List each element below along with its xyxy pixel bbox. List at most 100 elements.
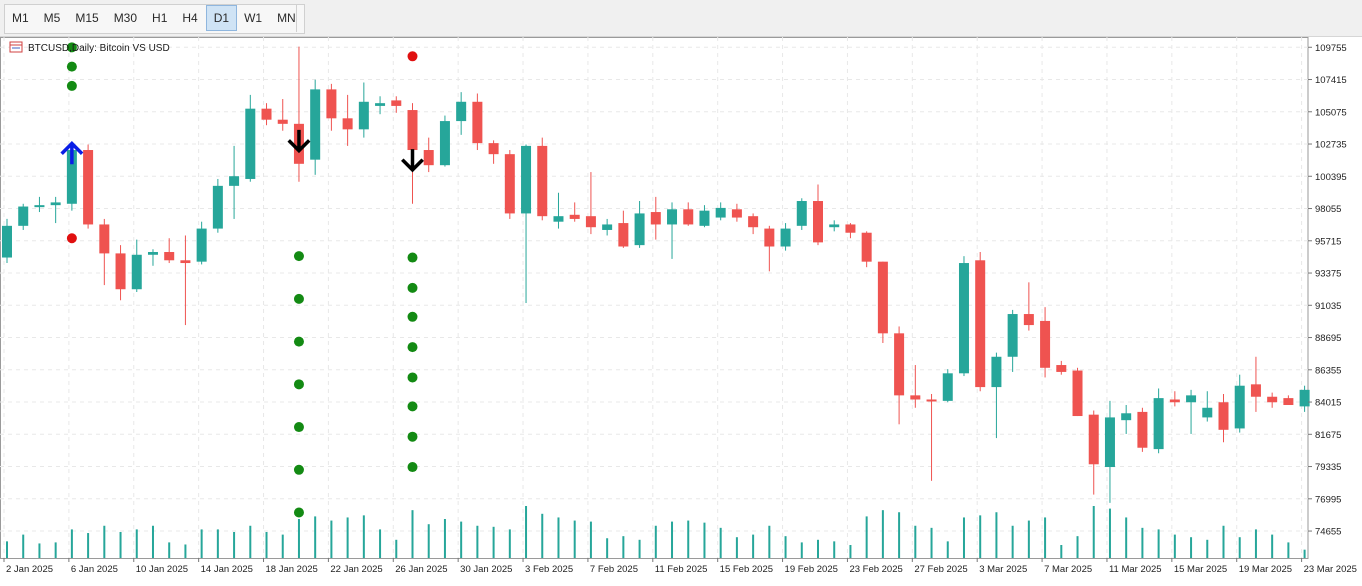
indicator-dot [407, 462, 418, 473]
candle-body [569, 214, 580, 219]
candlestick-chart[interactable]: BTCUSD,Daily: Bitcoin VS USD 109755 10741… [0, 37, 1362, 581]
time-tick-label: 23 Feb 2025 [849, 564, 902, 575]
timeframe-button-m1[interactable]: M1 [12, 11, 29, 25]
time-tick-label: 2 Jan 2025 [6, 564, 53, 575]
candle-body [212, 185, 223, 229]
chart-title: BTCUSD,Daily: Bitcoin VS USD [9, 41, 170, 54]
time-tick-label: 3 Mar 2025 [979, 564, 1027, 575]
indicator-dots [66, 42, 418, 518]
time-tick-label: 7 Feb 2025 [590, 564, 638, 575]
indicator-dot [293, 379, 304, 390]
candle-body [1056, 365, 1067, 372]
timeframe-toolbar: M1 M5 M15 M30 H1 H4 D1 W1 MN [0, 0, 1362, 37]
candle-body [18, 206, 29, 226]
indicator-dot [66, 80, 77, 91]
candle-body [423, 150, 434, 166]
candle-body [2, 225, 12, 258]
candle-body [164, 252, 175, 261]
candle-body [521, 145, 532, 214]
timeframe-button-m5[interactable]: M5 [43, 11, 61, 25]
timeframe-button-group: M1 M5 M15 M30 H1 H4 D1 W1 MN [4, 4, 305, 34]
candle-body [488, 143, 499, 155]
chart-window-icon [9, 41, 23, 53]
time-tick-label: 23 Mar 2025 [1304, 564, 1357, 575]
time-axis[interactable]: 2 Jan 2025 6 Jan 2025 10 Jan 2025 14 Jan 20… [3, 558, 1357, 575]
candle-body [618, 223, 629, 247]
time-tick-label: 7 Mar 2025 [1044, 564, 1092, 575]
chart-area[interactable]: BTCUSD,Daily: Bitcoin VS USD 109755 10741… [0, 37, 1362, 581]
candle-body [196, 228, 207, 262]
indicator-dot [293, 464, 304, 475]
candle-body [991, 356, 1002, 388]
candle-body [34, 205, 45, 208]
candle-body [602, 224, 613, 230]
candle-body [829, 224, 840, 228]
candle-body [472, 101, 483, 144]
time-tick-label: 22 Jan 2025 [330, 564, 382, 575]
candle-body [748, 216, 759, 228]
price-tick-label: 105075 [1315, 107, 1347, 118]
candle-body [634, 213, 645, 246]
candle-body [715, 207, 726, 218]
candles [2, 46, 1310, 503]
candle-body [229, 176, 240, 186]
indicator-dot [407, 431, 418, 442]
candle-body [731, 209, 742, 218]
candle-body [1283, 398, 1294, 406]
candle-body [1250, 384, 1261, 397]
indicator-dot [66, 61, 77, 72]
candle-body [975, 260, 986, 388]
time-tick-label: 6 Jan 2025 [71, 564, 118, 575]
candle-body [1218, 402, 1229, 430]
candle-body [83, 150, 94, 225]
timeframe-button-mn[interactable]: MN [277, 11, 296, 25]
timeframe-button-d1[interactable]: D1 [205, 5, 238, 31]
candle-body [66, 150, 77, 204]
indicator-dot [66, 42, 77, 53]
candle-body [131, 254, 142, 290]
candle-body [926, 399, 937, 402]
candle-body [861, 232, 872, 262]
candle-body [245, 108, 256, 179]
candle-body [1299, 389, 1310, 407]
price-tick-label: 95715 [1315, 236, 1341, 247]
price-tick-label: 93375 [1315, 269, 1341, 280]
timeframe-button-h1[interactable]: H1 [152, 11, 168, 25]
candle-body [764, 228, 775, 247]
candle-body [894, 333, 905, 396]
indicator-dot [66, 233, 77, 244]
price-tick-label: 74655 [1315, 527, 1341, 538]
price-axis[interactable]: 109755 107415 105075 102735 100395 98055 95715… [1308, 43, 1347, 538]
grid-lines [0, 37, 1309, 559]
candle-body [342, 118, 353, 130]
price-tick-label: 91035 [1315, 301, 1341, 312]
timeframe-button-h4[interactable]: H4 [182, 11, 198, 25]
candle-body [650, 212, 661, 225]
candle-body [1186, 395, 1197, 403]
timeframe-button-w1[interactable]: W1 [244, 11, 263, 25]
candle-body [407, 110, 418, 151]
price-tick-label: 79335 [1315, 462, 1341, 473]
candle-body [504, 154, 515, 214]
candle-body [358, 101, 369, 130]
indicator-dot [407, 51, 418, 62]
indicator-dot [407, 311, 418, 322]
candle-body [261, 108, 272, 120]
time-tick-label: 15 Mar 2025 [1174, 564, 1227, 575]
candle-body [845, 224, 856, 233]
toolbar-divider [296, 4, 297, 32]
candle-body [585, 216, 596, 228]
candle-body [553, 216, 564, 222]
candle-body [537, 145, 548, 217]
time-tick-label: 3 Feb 2025 [525, 564, 573, 575]
time-tick-label: 10 Jan 2025 [136, 564, 188, 575]
arrow-down-icon [401, 149, 424, 173]
timeframe-button-m15[interactable]: M15 [75, 11, 99, 25]
candle-body [683, 209, 694, 225]
price-tick-label: 86355 [1315, 365, 1341, 376]
timeframe-button-m30[interactable]: M30 [113, 11, 138, 25]
time-tick-label: 14 Jan 2025 [201, 564, 253, 575]
candle-body [1007, 314, 1018, 357]
time-tick-label: 27 Feb 2025 [914, 564, 967, 575]
price-tick-label: 107415 [1315, 75, 1347, 86]
